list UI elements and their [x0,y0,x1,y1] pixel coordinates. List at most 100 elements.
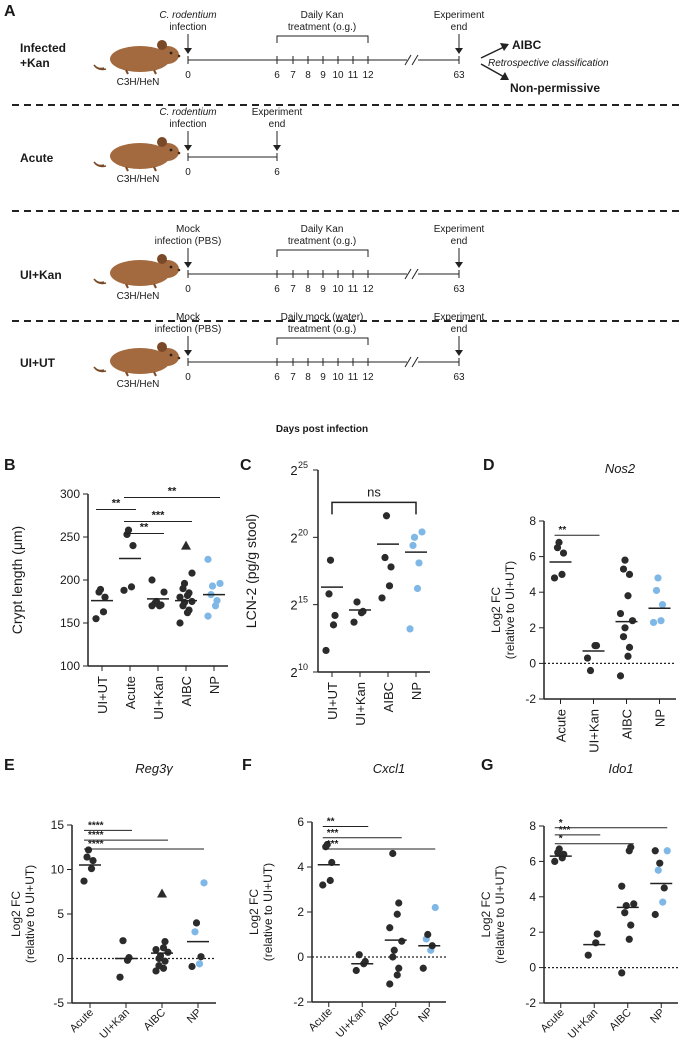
arrowhead [455,48,463,54]
significance-label: **** [88,839,104,850]
end-event-label: end [451,22,468,33]
start-event-label: infection (PBS) [155,236,222,247]
treatment-label: treatment (o.g.) [288,22,356,33]
arrowhead [500,72,509,80]
data-point [385,582,394,590]
data-point [116,973,124,981]
arrowhead [184,145,192,151]
data-point [119,937,127,945]
y-tick-label: 8 [529,514,536,528]
mouse-nose [177,54,181,58]
data-point [326,876,334,885]
treatment-label: treatment (o.g.) [288,236,356,247]
day-label: 10 [332,70,344,81]
mouse-head [155,143,179,161]
arrowhead [184,262,192,268]
mouse-ear [157,137,167,147]
y-tick-base: 2 [290,598,297,613]
data-point [418,528,426,536]
axis-break [404,54,412,66]
data-point [96,585,105,594]
data-point [389,849,397,858]
day-label: 63 [453,284,465,295]
data-point [213,597,221,605]
panel-letter-e: E [4,757,15,774]
axis-break [411,356,419,368]
x-tick-label: NP [416,1006,435,1025]
mouse-eye [169,51,173,55]
treatment-label: Daily Kan [301,10,344,21]
data-point [586,666,595,675]
y-axis-title: (relative to UI+UT) [23,865,37,963]
arrowhead [455,262,463,268]
chart-title: Ido1 [608,761,633,776]
axis-break [411,268,419,280]
data-point [651,910,659,919]
data-point [390,946,398,954]
axis-break [404,356,412,368]
day-label: 8 [305,284,311,295]
axis-break [411,54,419,66]
data-point [191,928,199,936]
significance-label: ns [367,484,381,499]
y-tick-label: 2 [529,925,536,939]
y-tick-exponent: 15 [298,595,308,605]
days-post-infection-label: Days post infection [276,424,368,435]
data-point [621,624,629,632]
end-event-label: Experiment [252,107,303,118]
start-event-label: C. rodentium [159,10,216,21]
data-point [331,611,339,620]
design-row-1: Infected+Kan C3H/HeN C. rodentiuminfection… [20,10,609,95]
data-point [651,847,659,855]
data-point [616,609,625,618]
arrowhead [455,350,463,356]
data-point [584,951,592,959]
x-tick-label: NP [653,709,668,727]
data-point [319,881,327,889]
end-event-label: Experiment [434,312,485,323]
data-point [386,980,394,988]
data-point [161,937,169,946]
day-label: 10 [332,372,344,383]
outcome-arrow [480,63,507,79]
day-label: 7 [290,372,296,383]
data-point [325,590,333,598]
mouse-body [110,348,170,374]
data-point [92,615,100,623]
data-point [176,619,184,627]
mouse-head [155,46,179,64]
panel-letter-b: B [4,457,16,474]
significance-label: ** [140,522,149,534]
end-event-label: end [269,119,286,130]
outcome-note: Retrospective classification [488,58,609,69]
y-axis-title: Log2 FC [489,587,503,633]
mouse-leg [125,166,129,172]
x-tick-label: AIBC [620,709,635,739]
y-tick-label: 5 [57,907,64,921]
panel-g: G -2 0 2 4 6 8 Log2 FC (relative to UI+UT) Ido1 Ac… [479,757,678,1041]
data-point [550,574,559,582]
data-point [155,962,163,970]
data-point-triangle [181,540,191,550]
data-point [558,570,566,579]
significance-label: *** [327,839,339,850]
y-tick-label: -2 [525,996,536,1010]
x-tick-label: Acute [306,1006,334,1034]
end-event-label: Experiment [434,224,485,235]
mouse-icon [93,342,181,377]
start-event-label: Mock [176,224,201,235]
data-point [619,633,628,641]
start-event-label: infection [169,119,206,130]
mouse-leg [153,166,157,172]
y-tick-label: 150 [60,616,80,630]
data-point [663,847,671,855]
y-tick-label: 8 [529,819,536,833]
data-point [99,608,108,616]
data-point [415,559,423,567]
y-tick-base: 2 [290,530,297,545]
panel-letter-d: D [483,457,495,474]
day-label: 12 [362,284,374,295]
